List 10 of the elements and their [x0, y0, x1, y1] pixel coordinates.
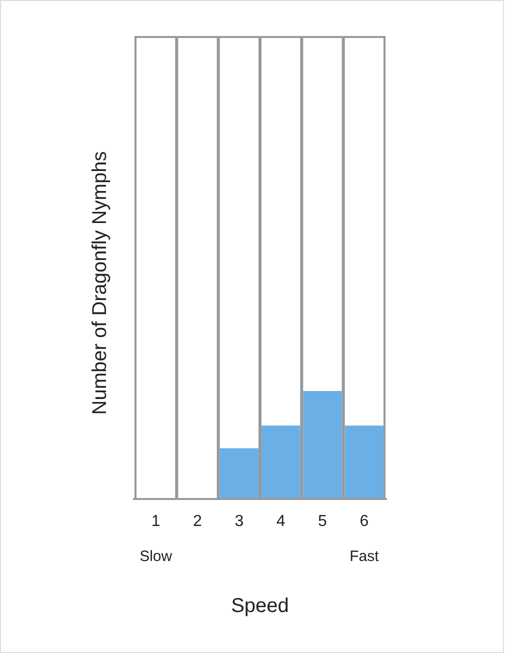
- x-tick-label: 6: [360, 513, 369, 530]
- x-tick-label: 2: [193, 513, 202, 530]
- x-tick-label: 3: [234, 513, 244, 530]
- x-tick-label: 5: [318, 513, 328, 530]
- text: Fast: [350, 548, 380, 565]
- x-tick-label: 4: [276, 513, 286, 530]
- x-axis-title: Speed: [231, 595, 289, 617]
- text: Slow: [140, 548, 172, 565]
- x-tick-label: 1: [151, 513, 160, 530]
- y-axis-title: Number of Dragonfly Nymphs: [89, 151, 111, 415]
